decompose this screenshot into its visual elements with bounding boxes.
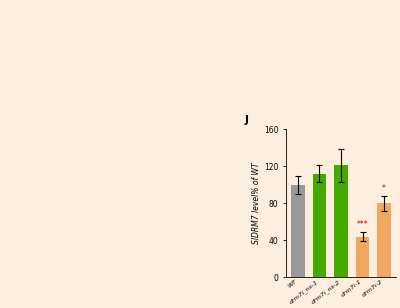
Bar: [291, 185, 305, 277]
Text: *: *: [382, 184, 386, 193]
Bar: [377, 203, 391, 277]
Text: J: J: [244, 115, 248, 124]
Bar: [312, 174, 326, 277]
Bar: [334, 165, 348, 277]
Y-axis label: SlDRM7 level% of WT: SlDRM7 level% of WT: [252, 162, 261, 244]
Text: ***: ***: [357, 220, 368, 229]
Bar: [356, 237, 370, 277]
